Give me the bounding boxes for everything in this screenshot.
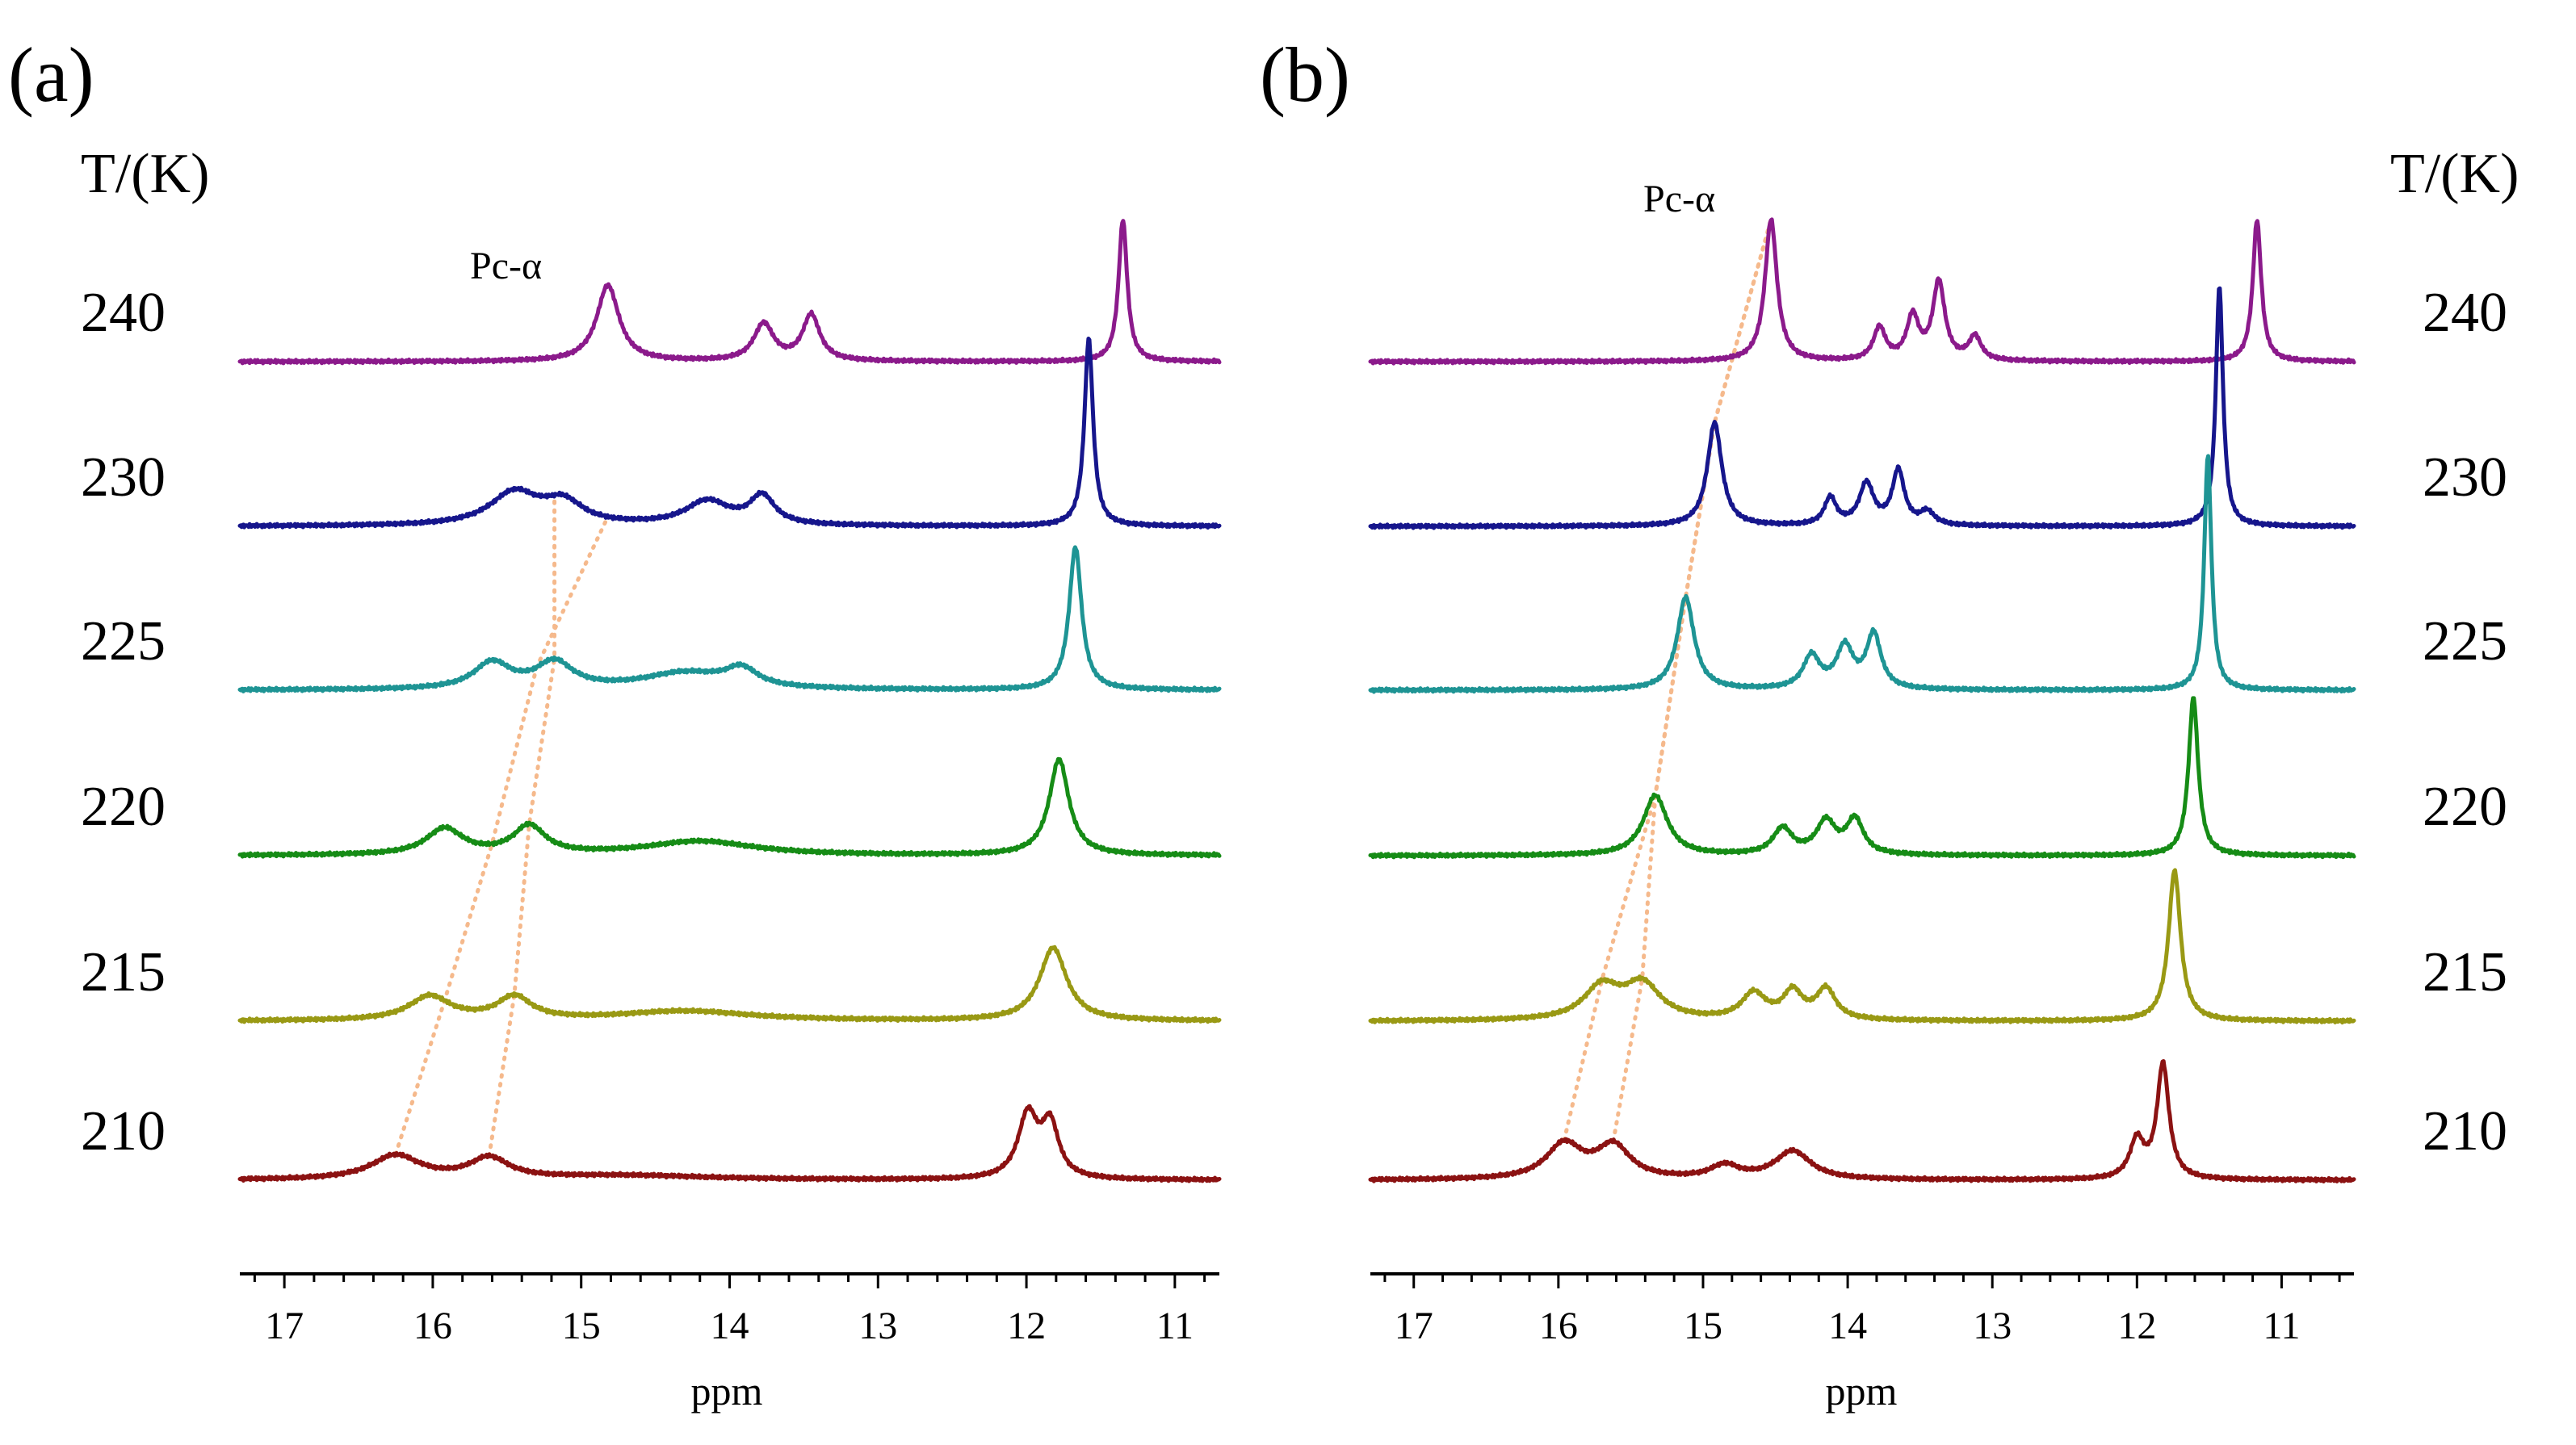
panel-b-pc-alpha-label: Pc-α [1643, 178, 1715, 220]
temperature-label-230: 230 [81, 446, 166, 509]
x-tick-label-12: 12 [1007, 1305, 1046, 1347]
panel-a-spectra [237, 219, 1222, 1183]
spectrum-210K [237, 1104, 1222, 1183]
spectrum-220K [1368, 696, 2356, 860]
x-tick-label-16: 16 [413, 1305, 452, 1347]
panel-b-temperature-header: T/(K) [2390, 143, 2519, 205]
panel-b-label: (b) [1260, 31, 1350, 118]
x-tick-label-13: 13 [858, 1305, 897, 1347]
panel-a-x-axis-title: ppm [691, 1368, 763, 1414]
temperature-label-225: 225 [2423, 610, 2507, 672]
spectrum-220K [237, 756, 1222, 859]
x-tick-label-17: 17 [1395, 1305, 1433, 1347]
temperature-label-220: 220 [2423, 776, 2507, 838]
panel-a: (a) T/(K) 240 230 225 220 215 210 Pc-α 17 16 15… [8, 31, 1222, 1414]
spectrum-215K [237, 944, 1222, 1024]
temperature-label-225: 225 [81, 610, 166, 672]
temperature-label-220: 220 [81, 776, 166, 838]
panel-b-temperature-labels: 240 230 225 220 215 210 [2423, 282, 2507, 1162]
temperature-label-210: 210 [81, 1100, 166, 1162]
panel-a-x-axis: 17 16 15 14 13 12 11 [240, 1272, 1219, 1347]
temperature-label-240: 240 [2423, 282, 2507, 344]
temperature-label-230: 230 [2423, 446, 2507, 509]
x-tick-label-17: 17 [265, 1305, 304, 1347]
spectrum-240K [237, 219, 1222, 366]
x-tick-label-15: 15 [562, 1305, 601, 1347]
x-tick-label-11: 11 [2263, 1305, 2300, 1347]
spectrum-240K [1368, 217, 2356, 366]
spectrum-215K [1368, 868, 2356, 1025]
panel-a-label: (a) [8, 31, 94, 118]
pc-alpha-guide-2 [487, 492, 557, 1158]
panel-b: (b) T/(K) 240 230 225 220 215 210 Pc-α 17 16 15… [1260, 31, 2519, 1414]
panel-b-x-axis: 17 16 15 14 13 12 11 [1370, 1272, 2354, 1347]
pc-alpha-guide-1 [393, 514, 610, 1157]
x-tick-label-14: 14 [1828, 1305, 1867, 1347]
x-tick-label-16: 16 [1539, 1305, 1578, 1347]
temperature-label-240: 240 [81, 282, 166, 344]
spectrum-225K [237, 545, 1222, 693]
spectrum-210K [1368, 1059, 2356, 1183]
spectrum-225K [1368, 454, 2356, 694]
temperature-label-215: 215 [81, 941, 166, 1003]
panel-b-x-axis-title: ppm [1826, 1368, 1898, 1414]
x-tick-label-14: 14 [711, 1305, 749, 1347]
x-tick-label-13: 13 [1973, 1305, 2012, 1347]
panel-a-pc-alpha-guides [393, 492, 610, 1158]
panel-a-temperature-labels: 240 230 225 220 215 210 [81, 282, 166, 1162]
spectrum-230K [1368, 286, 2356, 530]
panel-a-temperature-header: T/(K) [81, 143, 209, 205]
panel-b-spectra [1368, 217, 2356, 1183]
x-tick-label-12: 12 [2117, 1305, 2156, 1347]
x-tick-label-15: 15 [1684, 1305, 1722, 1347]
panel-a-pc-alpha-label: Pc-α [470, 245, 542, 287]
x-tick-label-11: 11 [1156, 1305, 1194, 1347]
spectrum-230K [237, 337, 1222, 530]
temperature-label-210: 210 [2423, 1100, 2507, 1162]
temperature-label-215: 215 [2423, 941, 2507, 1003]
